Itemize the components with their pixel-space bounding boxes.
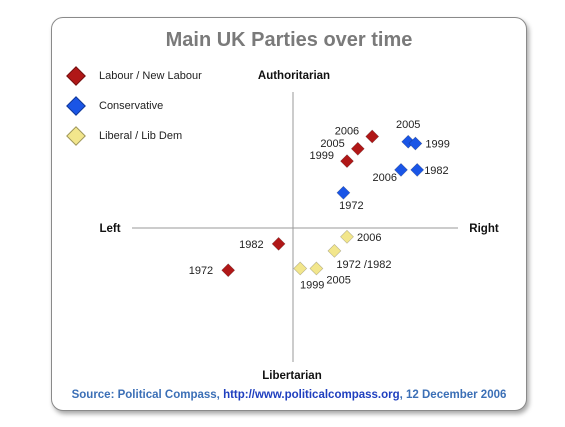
legend-item-conservative: Conservative bbox=[66, 96, 164, 116]
axis-label-top: Authoritarian bbox=[258, 70, 330, 82]
point-label-0-1: 2005 bbox=[320, 138, 344, 150]
marker-1-2 bbox=[394, 162, 408, 177]
marker-1-1 bbox=[408, 136, 423, 151]
marker-0-2 bbox=[340, 154, 354, 169]
legend-item-labour: Labour / New Labour bbox=[66, 66, 202, 86]
point-label-1-3: 1982 bbox=[424, 165, 448, 177]
marker-0-1 bbox=[350, 141, 365, 156]
point-label-0-3: 1982 bbox=[239, 239, 263, 251]
source-note: Source: Political Compass, http://www.po… bbox=[52, 389, 526, 401]
marker-2-0 bbox=[340, 229, 354, 244]
marker-1-3 bbox=[410, 162, 425, 177]
chart-title: Main UK Parties over time bbox=[165, 29, 413, 51]
marker-0-4 bbox=[221, 263, 236, 278]
point-label-0-0: 2006 bbox=[335, 125, 359, 137]
legend-label-conservative: Conservative bbox=[99, 100, 164, 112]
axis-label-left: Left bbox=[99, 223, 120, 235]
source-suffix: , 12 December 2006 bbox=[399, 389, 507, 401]
point-label-2-0: 2006 bbox=[357, 232, 381, 244]
point-label-2-2: 2005 bbox=[326, 274, 350, 286]
point-label-1-2: 2006 bbox=[373, 172, 397, 184]
point-label-0-2: 1999 bbox=[310, 150, 334, 162]
legend-label-labour: Labour / New Labour bbox=[99, 70, 202, 82]
point-label-1-4: 1972 bbox=[339, 200, 363, 212]
source-link[interactable]: http://www.politicalcompass.org bbox=[223, 389, 400, 401]
point-label-2-3: 1999 bbox=[300, 279, 324, 291]
marker-2-2 bbox=[309, 261, 324, 276]
marker-2-3 bbox=[293, 261, 308, 276]
marker-1-4 bbox=[336, 185, 351, 200]
point-label-0-4: 1972 bbox=[189, 265, 213, 277]
axis-label-bottom: Libertarian bbox=[262, 370, 321, 382]
marker-2-1 bbox=[327, 243, 342, 258]
chart-card: Main UK Parties over time Labour / New L… bbox=[51, 17, 527, 411]
point-label-1-0: 2005 bbox=[396, 119, 420, 131]
marker-0-3 bbox=[271, 236, 286, 251]
axis-label-right: Right bbox=[469, 223, 499, 235]
marker-0-0 bbox=[365, 129, 380, 144]
legend-label-libdem: Liberal / Lib Dem bbox=[99, 130, 183, 142]
data-marks: 2006200519991982197220051999200619821972… bbox=[189, 119, 450, 292]
legend-item-libdem: Liberal / Lib Dem bbox=[66, 126, 183, 146]
point-label-1-1: 1999 bbox=[425, 139, 449, 151]
source-prefix: Source: Political Compass, bbox=[71, 389, 224, 401]
point-label-2-1: 1972 /1982 bbox=[336, 259, 391, 271]
